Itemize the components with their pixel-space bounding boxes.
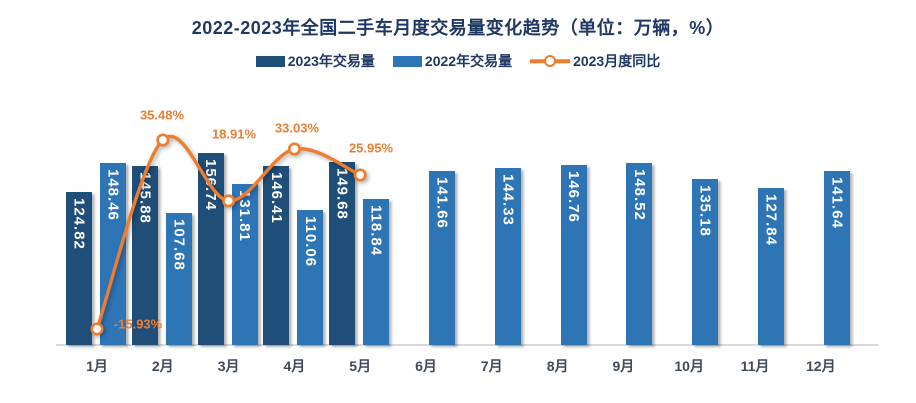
legend-label-yoy: 2023月度同比 [573,53,661,69]
yoy-value-label-2月: 35.48% [139,107,185,123]
bar-value-label: 127.84 [762,194,780,247]
x-axis-tick-12月: 12月 [806,358,836,374]
legend-swatch-2022-icon [392,55,422,67]
bar-2022-7月: 144.33 [494,168,521,345]
x-axis-tick-9月: 9月 [612,358,635,374]
bar-value-label: 124.82 [70,198,88,250]
yoy-value-label-4月: 33.03% [274,120,320,136]
bar-value-label: 135.18 [696,185,714,238]
yoy-value-label-3月: 18.91% [211,126,257,142]
yoy-marker-2月 [156,133,170,147]
bar-value-label: 144.33 [499,174,517,227]
legend: 2023年交易量 2022年交易量 2023月度同比 [0,52,916,70]
x-axis-tick-4月: 4月 [283,358,306,374]
bar-value-label: 110.06 [301,216,319,268]
bar-2022-4月: 110.06 [297,210,324,345]
legend-label-2022: 2022年交易量 [424,53,513,69]
legend-item-2022-bars: 2022年交易量 [392,51,513,71]
x-axis-tick-1月: 1月 [86,358,108,374]
x-axis-tick-2月: 2月 [151,358,174,374]
legend-item-2023-bars: 2023年交易量 [255,51,375,71]
bar-2022-10月: 135.18 [692,179,719,345]
legend-item-yoy-line: 2023月度同比 [530,51,660,71]
yoy-value-label-5月: 25.95% [348,140,394,156]
bar-value-label: 141.64 [828,177,846,230]
bar-value-label: 118.84 [367,205,385,257]
bar-value-label: 148.46 [104,169,122,222]
x-axis-line [56,344,878,346]
bar-value-label: 107.68 [170,219,188,271]
bar-2023-1月: 124.82 [66,192,92,345]
x-axis-tick-11月: 11月 [740,358,770,374]
x-axis-tick-6月: 6月 [415,358,437,374]
bar-value-label: 149.68 [333,167,351,220]
legend-label-2023: 2023年交易量 [287,53,375,69]
x-axis-tick-3月: 3月 [217,358,240,374]
yoy-value-label-1月: -15.93% [113,316,163,332]
x-axis-tick-10月: 10月 [674,358,704,374]
bar-2022-12月: 141.64 [823,171,850,345]
bar-value-label: 146.41 [267,171,285,224]
bar-2022-5月: 118.84 [363,199,390,345]
yoy-marker-4月 [287,142,301,156]
bar-2022-11月: 127.84 [758,188,784,345]
bar-value-label: 131.81 [236,189,254,242]
bar-2022-8月: 146.76 [560,165,587,345]
bar-2023-5月: 149.68 [329,161,356,345]
bar-2022-2月: 107.68 [165,213,192,345]
x-axis-tick-8月: 8月 [546,358,569,374]
bar-2022-3月: 131.81 [231,183,258,345]
legend-swatch-2023-icon [255,55,285,67]
bar-value-label: 141.66 [433,177,451,230]
bar-value-label: 148.52 [630,169,648,221]
x-axis-tick-7月: 7月 [480,358,503,374]
bar-2022-9月: 148.52 [626,163,653,345]
legend-circle-marker-icon [544,55,557,67]
bar-value-label: 145.88 [136,172,154,225]
bar-value-label: 146.76 [565,171,583,224]
bar-2023-3月: 156.74 [197,152,224,345]
legend-line-marker-icon [530,55,571,68]
bar-2022-6月: 141.66 [429,171,455,345]
bar-2023-4月: 146.41 [263,165,290,345]
x-axis-tick-5月: 5月 [349,358,372,374]
yoy-marker-5月 [353,168,367,182]
bar-value-label: 156.74 [202,158,220,211]
chart-title: 2022-2023年全国二手车月度交易量变化趋势（单位：万辆，%） [191,18,725,38]
